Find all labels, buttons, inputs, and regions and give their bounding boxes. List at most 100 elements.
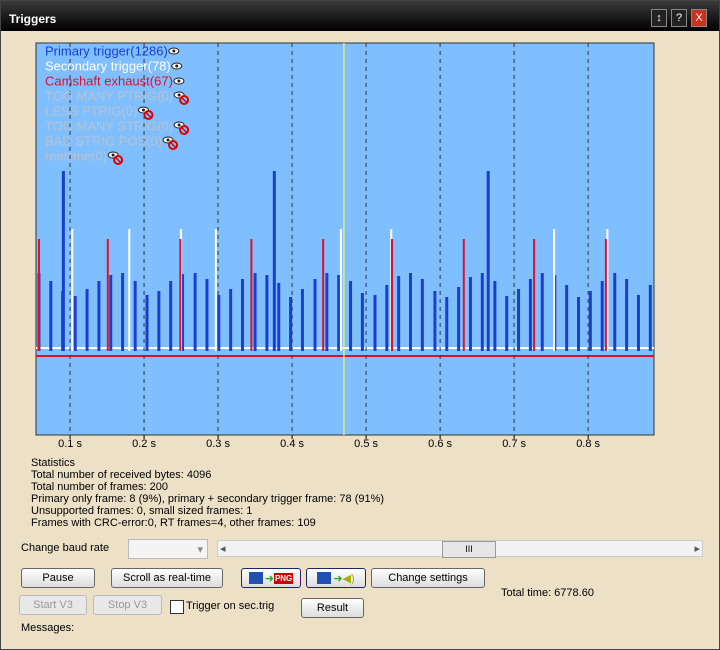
- event-bar: [457, 287, 461, 351]
- event-bar: [397, 276, 401, 351]
- event-bar: [229, 289, 233, 351]
- event-bar: [505, 296, 509, 351]
- x-tick-label: 0.2 s: [132, 438, 156, 450]
- x-tick-label: 0.7 s: [502, 438, 526, 450]
- stats-heading: Statistics: [31, 457, 76, 469]
- disabled-slash: [180, 96, 188, 104]
- checkbox-label: Trigger on sec.trig: [186, 600, 275, 612]
- disabled-slash: [114, 156, 122, 164]
- eye-pupil: [111, 153, 115, 157]
- stats-line: Primary only frame: 8 (9%), primary + se…: [31, 493, 385, 505]
- event-bar: [349, 281, 353, 351]
- x-tick-label: 0.1 s: [58, 438, 82, 450]
- event-bar: [533, 239, 536, 351]
- event-bar: [250, 239, 253, 351]
- title-bar: Triggers ↕ ? X: [1, 1, 719, 31]
- help-button[interactable]: ?: [671, 9, 687, 27]
- checkbox[interactable]: [170, 600, 184, 614]
- event-bar: [157, 291, 161, 351]
- disabled-slash: [144, 111, 152, 119]
- stats-line: Total number of frames: 200: [31, 481, 168, 493]
- event-bar: [648, 285, 652, 351]
- event-bar: [385, 285, 389, 351]
- event-bar: [540, 273, 544, 351]
- event-bar: [468, 277, 472, 351]
- event-bar: [604, 239, 607, 351]
- event-bar: [517, 289, 521, 351]
- result-button[interactable]: Result: [301, 598, 364, 618]
- event-bar: [61, 171, 65, 351]
- close-button[interactable]: X: [691, 9, 707, 27]
- event-bar: [337, 275, 341, 351]
- event-bar: [390, 239, 393, 351]
- disabled-icon: [179, 95, 190, 105]
- event-bar: [253, 273, 257, 351]
- stats-line: Unsupported frames: 0, small sized frame…: [31, 505, 253, 517]
- legend-entry: Camshaft exhaust(67): [45, 73, 173, 88]
- stats-line: Frames with CRC-error:0, RT frames=4, ot…: [31, 517, 316, 529]
- png-label: PNG: [273, 572, 294, 584]
- event-bar: [73, 296, 77, 351]
- eye-pupil: [175, 64, 179, 68]
- window-title: Triggers: [9, 12, 57, 26]
- event-bar: [373, 295, 377, 351]
- event-bar: [85, 289, 89, 351]
- event-bar: [480, 273, 484, 351]
- event-bar: [339, 229, 342, 351]
- x-tick-label: 0.8 s: [576, 438, 600, 450]
- event-bar: [121, 273, 125, 351]
- resize-button[interactable]: ↕: [651, 9, 667, 27]
- start-button[interactable]: Start V3: [19, 595, 87, 615]
- event-bar: [325, 273, 329, 351]
- event-bar: [214, 229, 217, 351]
- event-bar: [588, 291, 592, 351]
- sound-button[interactable]: ➜ ◀): [306, 568, 366, 588]
- event-bar: [420, 279, 424, 351]
- event-bar: [71, 229, 74, 351]
- png-button[interactable]: ➜ PNG: [241, 568, 301, 588]
- x-tick-label: 0.3 s: [206, 438, 230, 450]
- event-bar: [109, 275, 113, 351]
- baud-label: Change baud rate: [21, 542, 110, 554]
- event-bar: [240, 279, 244, 351]
- event-bar: [272, 171, 276, 351]
- event-bar: [493, 281, 497, 351]
- event-bar: [193, 273, 197, 351]
- change-settings-button[interactable]: Change settings: [371, 568, 485, 588]
- scrollbar[interactable]: ◂ ▸ III: [217, 540, 703, 558]
- total-time: Total time: 6778.60: [501, 587, 594, 599]
- event-bar: [577, 297, 581, 351]
- event-bar: [145, 295, 149, 351]
- event-bar: [606, 229, 609, 351]
- eye-pupil: [177, 79, 181, 83]
- event-bar: [625, 279, 629, 351]
- event-bar: [613, 273, 617, 351]
- eye-pupil: [172, 49, 176, 53]
- event-bar: [205, 279, 209, 351]
- event-bar: [528, 279, 532, 351]
- scroll-thumb[interactable]: III: [442, 541, 496, 558]
- legend-entry-disabled: LESS PTRIG(0): [45, 103, 137, 118]
- baud-dropdown[interactable]: ▾: [128, 539, 208, 559]
- event-bar: [49, 281, 53, 351]
- disabled-icon: [143, 110, 154, 120]
- eye-pupil: [141, 108, 145, 112]
- event-bar: [217, 295, 221, 351]
- eye-pupil: [166, 138, 170, 142]
- legend-entry-disabled: TOO MANY STRIG(0): [45, 118, 173, 133]
- legend-entry: Primary trigger(1286): [45, 43, 168, 58]
- disabled-icon: [179, 125, 190, 135]
- event-bar: [565, 285, 569, 351]
- event-bar: [265, 275, 269, 351]
- scroll-button[interactable]: Scroll as real-time: [111, 568, 223, 588]
- event-bar: [360, 293, 364, 351]
- event-bar: [409, 273, 413, 351]
- event-bar: [181, 274, 185, 351]
- event-bar: [300, 289, 304, 351]
- legend-entry-disabled: realtime(0): [45, 148, 107, 163]
- disabled-slash: [169, 141, 177, 149]
- event-bar: [133, 281, 137, 351]
- pause-button[interactable]: Pause: [21, 568, 95, 588]
- stop-button[interactable]: Stop V3: [93, 595, 162, 615]
- event-bar: [277, 283, 281, 351]
